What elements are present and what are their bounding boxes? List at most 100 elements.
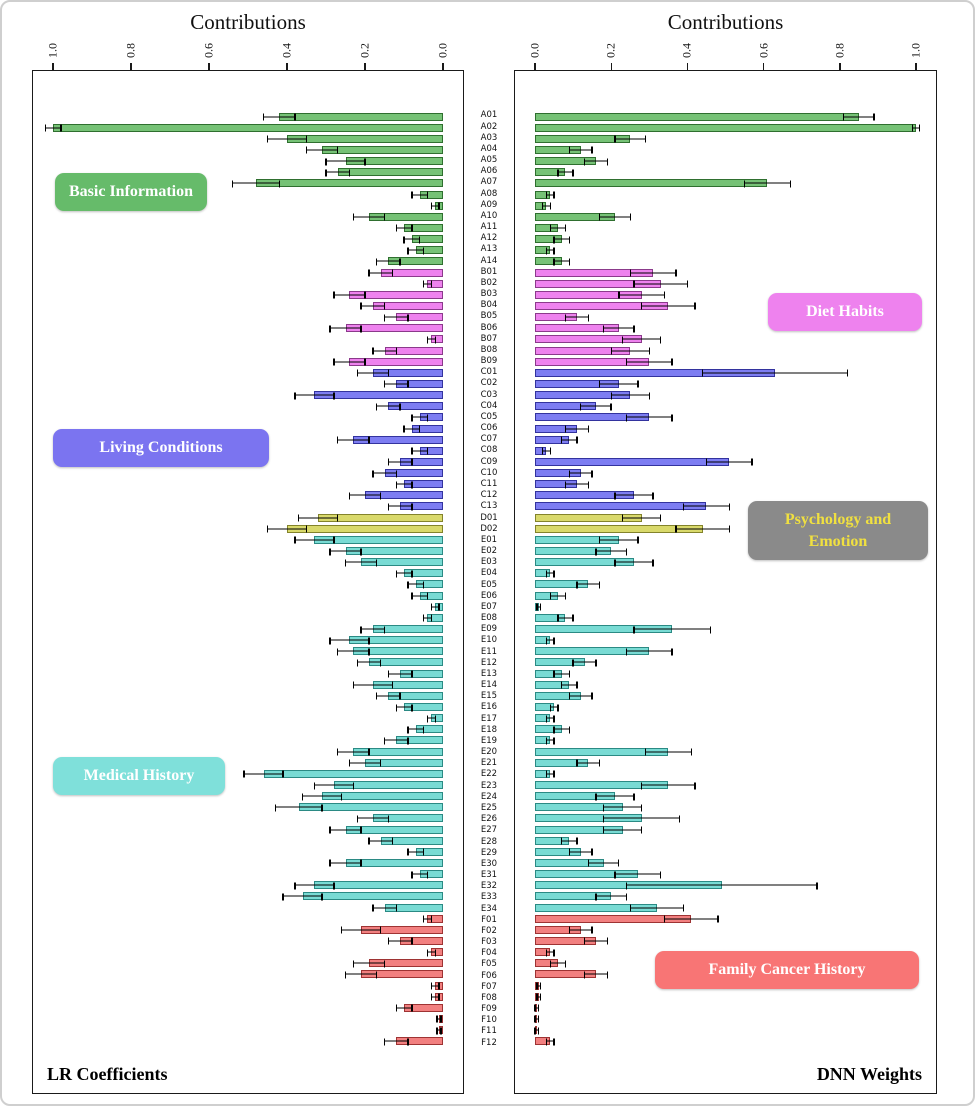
lr-errorbar-E28 — [368, 837, 394, 845]
dnn-errorbar-E10 — [545, 637, 555, 645]
lr-row-E18 — [53, 724, 443, 735]
dnn-errorbar-C03 — [610, 392, 651, 400]
lr-row-F09 — [53, 1002, 443, 1013]
lr-row-E09 — [53, 623, 443, 634]
dnn-row-B04 — [535, 300, 916, 311]
dnn-errorbar-F11 — [534, 1027, 540, 1035]
dnn-row-E23 — [535, 779, 916, 790]
lr-errorbar-F01 — [422, 915, 432, 923]
lr-row-C12 — [53, 490, 443, 501]
dnn-row-B05 — [535, 312, 916, 323]
lr-errorbar-E24 — [301, 793, 343, 801]
category-label-C09: C09 — [480, 456, 498, 467]
lr-row-F03 — [53, 935, 443, 946]
lr-row-F07 — [53, 980, 443, 991]
category-label-A03: A03 — [480, 132, 498, 143]
lr-errorbar-E14 — [352, 681, 394, 689]
lr-errorbar-D02 — [266, 525, 308, 533]
lr-row-A04 — [53, 144, 443, 155]
category-label-F07: F07 — [481, 981, 497, 992]
category-label-E08: E08 — [480, 613, 498, 624]
lr-errorbar-F12 — [383, 1038, 410, 1046]
lr-row-E29 — [53, 846, 443, 857]
dnn-row-C13 — [535, 501, 916, 512]
dnn-row-A06 — [535, 167, 916, 178]
dnn-errorbar-A11 — [549, 224, 567, 232]
lr-row-A09 — [53, 200, 443, 211]
lr-errorbar-C05 — [411, 414, 428, 422]
lr-errorbar-C09 — [387, 458, 413, 466]
dnn-errorbar-B09 — [625, 358, 673, 366]
lr-errorbar-A04 — [305, 146, 339, 154]
dnn-errorbar-A04 — [568, 146, 593, 154]
dnn-row-A05 — [535, 156, 916, 167]
dnn-row-E32 — [535, 880, 916, 891]
lr-row-E05 — [53, 579, 443, 590]
dnn-errorbar-A01 — [842, 113, 876, 121]
lr-row-A14 — [53, 256, 443, 267]
dnn-bar-A07 — [535, 179, 768, 188]
lr-row-A07 — [53, 178, 443, 189]
lr-errorbar-C04 — [376, 403, 402, 411]
x-tick-mark — [442, 63, 444, 71]
category-label-E12: E12 — [480, 657, 498, 668]
dnn-errorbar-E17 — [545, 715, 555, 723]
category-label-E18: E18 — [480, 724, 498, 735]
legend-living-conditions: Living Conditions — [53, 429, 269, 467]
dnn-errorbar-B07 — [621, 336, 662, 344]
lr-errorbar-E33 — [282, 893, 323, 901]
left-axis-title: Contributions — [190, 10, 306, 34]
lr-row-E28 — [53, 835, 443, 846]
category-labels-column: A01 A02 A03 A04 A05 A06 A07 A08 A09 A10 A11 A12 A13 A… — [464, 110, 514, 1048]
x-tick-mark — [610, 63, 612, 71]
lr-row-B04 — [53, 300, 443, 311]
x-tick-label: 0.6 — [756, 43, 771, 58]
dnn-row-E09 — [535, 623, 916, 634]
lr-coefficients-label: LR Coefficients — [47, 1064, 168, 1084]
category-label-F11: F11 — [481, 1026, 497, 1037]
lr-row-E32 — [53, 880, 443, 891]
dnn-row-E15 — [535, 690, 916, 701]
legend-diet-habits: Diet Habits — [768, 293, 922, 331]
category-label-F04: F04 — [481, 948, 497, 959]
lr-row-F06 — [53, 969, 443, 980]
lr-errorbar-B02 — [422, 280, 432, 288]
dnn-row-A07 — [535, 178, 916, 189]
category-label-E25: E25 — [480, 802, 498, 813]
dnn-row-E28 — [535, 835, 916, 846]
category-label-B08: B08 — [480, 344, 498, 355]
category-label-C06: C06 — [480, 423, 498, 434]
lr-bar-E22 — [263, 769, 443, 778]
dnn-errorbar-C02 — [599, 380, 639, 388]
lr-row-B01 — [53, 267, 443, 278]
lr-errorbar-A03 — [266, 135, 308, 143]
dnn-errorbar-E22 — [545, 770, 555, 778]
dnn-row-A11 — [535, 222, 916, 233]
lr-errorbar-F10 — [436, 1015, 442, 1023]
lr-row-F08 — [53, 991, 443, 1002]
category-label-E22: E22 — [480, 769, 498, 780]
lr-errorbar-A01 — [262, 113, 296, 121]
category-label-F03: F03 — [481, 937, 497, 948]
category-label-E20: E20 — [480, 747, 498, 758]
dnn-row-F03 — [535, 935, 916, 946]
category-label-A01: A01 — [480, 110, 498, 121]
dnn-row-F06 — [535, 969, 916, 980]
lr-bar-A07 — [255, 179, 443, 188]
lr-row-F01 — [53, 913, 443, 924]
dnn-errorbar-F12 — [545, 1038, 555, 1046]
dnn-errorbar-C04 — [580, 403, 613, 411]
lr-errorbar-B05 — [383, 314, 410, 322]
dnn-errorbar-B04 — [640, 302, 697, 310]
dnn-errorbar-B06 — [602, 325, 636, 333]
category-label-B03: B03 — [480, 289, 498, 300]
dnn-errorbar-F06 — [583, 971, 608, 979]
dnn-row-E13 — [535, 668, 916, 679]
dnn-row-F05 — [535, 958, 916, 969]
dnn-errorbar-E11 — [625, 648, 673, 656]
dnn-row-E30 — [535, 857, 916, 868]
lr-row-B03 — [53, 289, 443, 300]
lr-row-A03 — [53, 133, 443, 144]
lr-row-E14 — [53, 679, 443, 690]
dnn-row-B09 — [535, 356, 916, 367]
